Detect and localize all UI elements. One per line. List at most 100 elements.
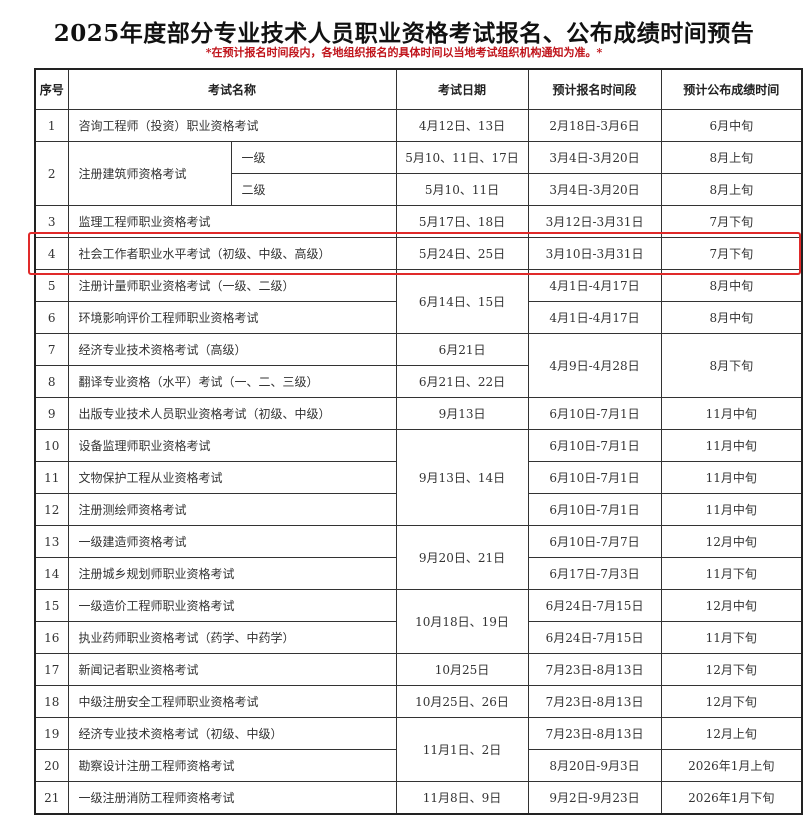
registration-note: *在预计报名时间段内，各地组织报名的具体时间以当地考试组织机构通知为准。* (205, 46, 603, 59)
cell-registration-period: 3月4日-3月20日 (527, 141, 662, 174)
cell-seq: 21 (34, 781, 69, 815)
cell-exam-name: 执业药师职业资格考试（药学、中药学） (67, 621, 397, 654)
header-result-time: 预计公布成绩时间 (660, 68, 803, 110)
cell-seq: 8 (34, 365, 69, 398)
cell-seq: 4 (34, 237, 69, 270)
cell-seq: 13 (34, 525, 69, 558)
cell-exam-date: 5月24日、25日 (395, 237, 529, 270)
cell-seq: 7 (34, 333, 69, 366)
cell-result-time: 11月下旬 (660, 621, 803, 654)
cell-seq: 19 (34, 717, 69, 750)
cell-result-time: 8月下旬 (660, 333, 803, 398)
cell-exam-name: 经济专业技术资格考试（高级） (67, 333, 397, 366)
cell-exam-name: 咨询工程师（投资）职业资格考试 (67, 109, 397, 142)
cell-exam-name: 中级注册安全工程师职业资格考试 (67, 685, 397, 718)
cell-seq: 16 (34, 621, 69, 654)
cell-exam-name: 一级造价工程师职业资格考试 (67, 589, 397, 622)
cell-seq: 12 (34, 493, 69, 526)
cell-seq: 2 (34, 141, 69, 206)
exam-schedule-table: 序号 考试名称 考试日期 预计报名时间段 预计公布成绩时间 1 咨询工程师（投资）… (34, 68, 804, 815)
cell-exam-date: 6月21日 (395, 333, 529, 366)
table-row: 17 新闻记者职业资格考试 10月25日 7月23日-8月13日 12月下旬 (34, 653, 803, 686)
cell-registration-period: 4月9日-4月28日 (527, 333, 662, 398)
cell-exam-level: 二级 (230, 173, 397, 206)
cell-seq: 1 (34, 109, 69, 142)
cell-exam-date: 10月25日 (395, 653, 529, 686)
cell-registration-period: 7月23日-8月13日 (527, 717, 662, 750)
cell-exam-date: 9月13日 (395, 397, 529, 430)
cell-result-time: 12月下旬 (660, 685, 803, 718)
cell-exam-name: 文物保护工程从业资格考试 (67, 461, 397, 494)
cell-registration-period: 8月20日-9月3日 (527, 749, 662, 782)
cell-result-time: 8月上旬 (660, 173, 803, 206)
table-row: 15 一级造价工程师职业资格考试 10月18日、19日 6月24日-7月15日 12月中… (34, 589, 803, 654)
cell-seq: 17 (34, 653, 69, 686)
cell-result-time: 12月中旬 (660, 525, 803, 558)
table-row: 6 环境影响评价工程师职业资格考试 4月1日-4月17日 8月中旬 (34, 301, 803, 334)
cell-registration-period: 6月10日-7月7日 (527, 525, 662, 558)
table-row: 5 注册计量师职业资格考试（一级、二级） 6月14日、15日 4月1日-4月17日 8月… (34, 269, 803, 334)
cell-exam-name: 注册计量师职业资格考试（一级、二级） (67, 269, 397, 302)
cell-exam-date: 11月1日、2日 (395, 717, 529, 782)
cell-seq: 9 (34, 397, 69, 430)
cell-exam-name: 注册测绘师资格考试 (67, 493, 397, 526)
cell-result-time: 2026年1月下旬 (660, 781, 803, 815)
cell-seq: 18 (34, 685, 69, 718)
cell-exam-date: 9月20日、21日 (395, 525, 529, 590)
cell-registration-period: 4月1日-4月17日 (527, 269, 662, 302)
table-row: 2 注册建筑师资格考试 一级 5月10、11日、17日 3月4日-3月20日 8月上旬 (34, 141, 803, 206)
cell-seq: 6 (34, 301, 69, 334)
cell-exam-name: 环境影响评价工程师职业资格考试 (67, 301, 397, 334)
table-row: 10 设备监理师职业资格考试 9月13日、14日 6月10日-7月1日 11月中旬 (34, 429, 803, 526)
cell-result-time: 8月中旬 (660, 269, 803, 302)
cell-result-time: 11月中旬 (660, 461, 803, 494)
cell-exam-name: 翻译专业资格（水平）考试（一、二、三级） (67, 365, 397, 398)
cell-registration-period: 7月23日-8月13日 (527, 653, 662, 686)
table-row: 13 一级建造师资格考试 9月20日、21日 6月10日-7月7日 12月中旬 (34, 525, 803, 590)
cell-result-time: 7月下旬 (660, 237, 803, 270)
cell-seq: 10 (34, 429, 69, 462)
cell-registration-period: 6月24日-7月15日 (527, 621, 662, 654)
cell-exam-name: 经济专业技术资格考试（初级、中级） (67, 717, 397, 750)
cell-result-time: 6月中旬 (660, 109, 803, 142)
cell-result-time: 8月上旬 (660, 141, 803, 174)
cell-exam-name: 社会工作者职业水平考试（初级、中级、高级） (67, 237, 397, 270)
table-row: 4 社会工作者职业水平考试（初级、中级、高级） 5月24日、25日 3月10日-3月3… (34, 237, 803, 270)
cell-result-time: 12月上旬 (660, 717, 803, 750)
cell-exam-date: 5月10、11日、17日 (395, 141, 529, 174)
cell-exam-date: 10月18日、19日 (395, 589, 529, 654)
table-row: 18 中级注册安全工程师职业资格考试 10月25日、26日 7月23日-8月13日 12… (34, 685, 803, 718)
cell-result-time: 11月中旬 (660, 493, 803, 526)
cell-exam-name: 一级建造师资格考试 (67, 525, 397, 558)
cell-seq: 5 (34, 269, 69, 302)
cell-exam-name: 注册建筑师资格考试 (67, 141, 232, 206)
cell-exam-name: 监理工程师职业资格考试 (67, 205, 397, 238)
cell-exam-name: 注册城乡规划师职业资格考试 (67, 557, 397, 590)
cell-exam-level: 一级 (230, 141, 397, 174)
cell-registration-period: 6月10日-7月1日 (527, 429, 662, 462)
cell-registration-period: 6月17日-7月3日 (527, 557, 662, 590)
table-row: 14 注册城乡规划师职业资格考试 6月17日-7月3日 11月下旬 (34, 557, 803, 590)
cell-result-time: 2026年1月上旬 (660, 749, 803, 782)
table-row: 9 出版专业技术人员职业资格考试（初级、中级） 9月13日 6月10日-7月1日 11月… (34, 397, 803, 430)
table-row: 21 一级注册消防工程师资格考试 11月8日、9日 9月2日-9月23日 2026年1月… (34, 781, 803, 815)
header-exam-name: 考试名称 (67, 68, 397, 110)
cell-exam-date: 11月8日、9日 (395, 781, 529, 815)
cell-exam-date: 9月13日、14日 (395, 429, 529, 526)
cell-result-time: 12月下旬 (660, 653, 803, 686)
cell-seq: 11 (34, 461, 69, 494)
table-row: 8 翻译专业资格（水平）考试（一、二、三级） 6月21日、22日 (34, 365, 802, 398)
header-registration-period: 预计报名时间段 (527, 68, 662, 110)
cell-seq: 14 (34, 557, 69, 590)
header-seq: 序号 (34, 68, 69, 110)
document-title: 2025年度部分专业技术人员职业资格考试报名、公布成绩时间预告 (53, 20, 755, 47)
cell-exam-name: 设备监理师职业资格考试 (67, 429, 397, 462)
cell-result-time: 12月中旬 (660, 589, 803, 622)
cell-exam-date: 4月12日、13日 (395, 109, 529, 142)
cell-exam-date: 10月25日、26日 (395, 685, 529, 718)
cell-exam-date: 5月10、11日 (395, 173, 529, 206)
cell-exam-name: 新闻记者职业资格考试 (67, 653, 397, 686)
cell-exam-name: 一级注册消防工程师资格考试 (67, 781, 397, 815)
cell-registration-period: 6月10日-7月1日 (527, 493, 662, 526)
table-row: 7 经济专业技术资格考试（高级） 6月21日 4月9日-4月28日 8月下旬 (34, 333, 803, 398)
